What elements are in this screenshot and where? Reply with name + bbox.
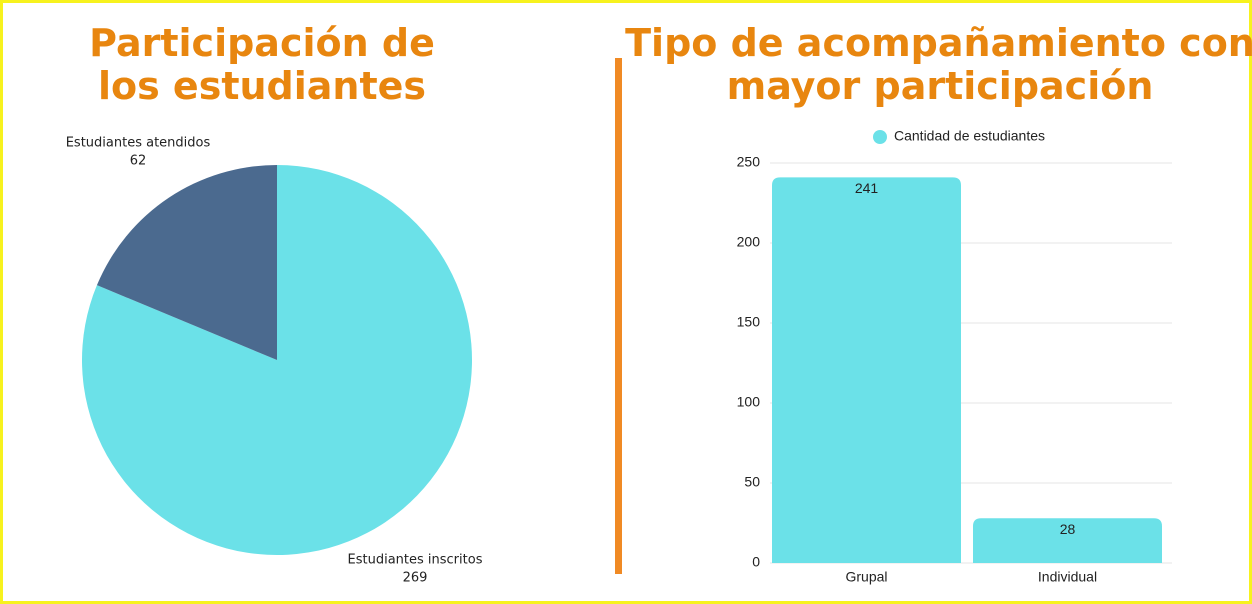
y-tick-label: 250 <box>737 154 761 170</box>
x-tick-label: Individual <box>1038 569 1097 585</box>
slice-label: Estudiantes atendidos <box>66 136 211 151</box>
y-tick-label: 150 <box>737 314 761 330</box>
divider <box>615 58 622 574</box>
title-line: los estudiantes <box>98 64 426 108</box>
bar-value-label: 28 <box>1060 521 1076 537</box>
title-line: Participación de <box>89 21 435 65</box>
bar <box>772 177 961 563</box>
slice-value: 269 <box>403 571 428 586</box>
pie-slice <box>96 165 277 360</box>
x-tick-label: Grupal <box>845 569 887 585</box>
title-line: Tipo de acompañamiento con <box>625 21 1252 65</box>
chart-title: Participación de los estudiantes <box>89 21 435 108</box>
y-tick-label: 50 <box>744 474 760 490</box>
y-tick-label: 100 <box>737 394 761 410</box>
y-tick-label: 0 <box>752 554 760 570</box>
y-tick-label: 200 <box>737 234 761 250</box>
legend-marker <box>873 130 887 144</box>
bar <box>973 518 1162 563</box>
slice-label: Estudiantes inscritos <box>348 553 483 568</box>
title-line: mayor participación <box>727 64 1154 108</box>
chart-title: Tipo de acompañamiento con mayor particip… <box>625 21 1252 108</box>
slice-value: 62 <box>130 154 147 169</box>
legend-label: Cantidad de estudiantes <box>894 128 1045 144</box>
bar-value-label: 241 <box>855 180 879 196</box>
